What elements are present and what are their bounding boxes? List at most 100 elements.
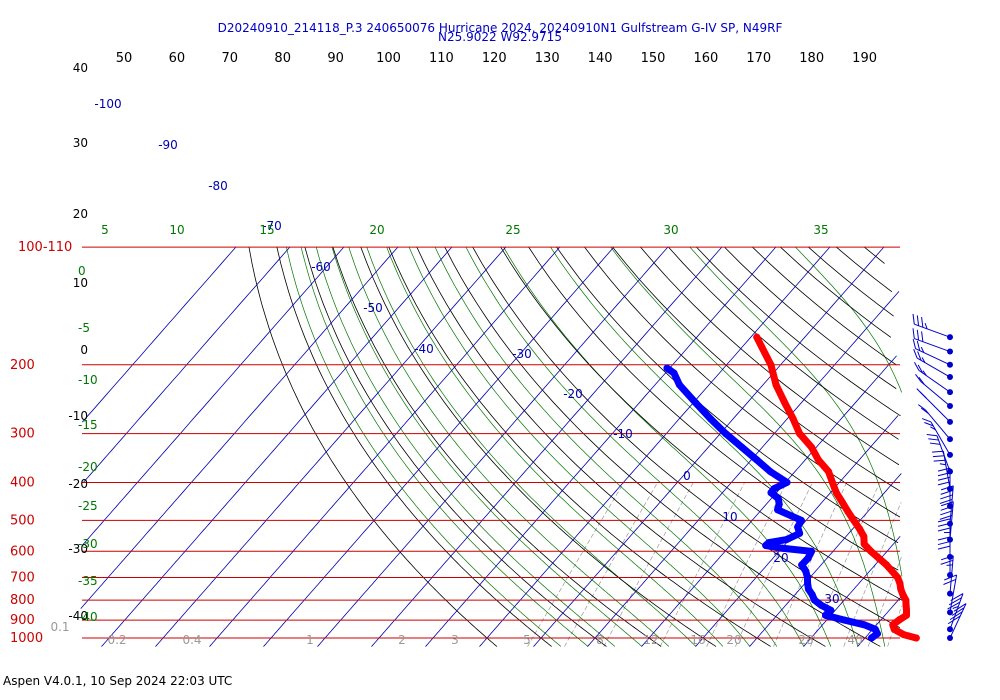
wind-barb [943, 574, 958, 616]
dewpoint-profile-point [796, 529, 804, 537]
isotherm-line [857, 595, 903, 647]
wind-barb-flag [937, 481, 951, 486]
moist-axis-label: -10 [78, 373, 98, 387]
temperature-profile-point [902, 606, 910, 614]
wind-barb-shaft [949, 593, 964, 630]
mixing-ratio-label: 1 [306, 633, 314, 647]
wind-barb-flag [940, 559, 954, 565]
top-axis-label: 80 [274, 51, 291, 66]
isotherm-label: -80 [208, 179, 228, 193]
isotherms [80, 246, 903, 647]
moist-adiabat-line [610, 246, 886, 647]
mixing-ratio-label: 12 [643, 633, 658, 647]
dewpoint-profile-point [707, 415, 715, 423]
pressure-label: 1000 [10, 631, 43, 646]
wind-barb-flag [937, 541, 951, 546]
wind-barb-flag [939, 514, 953, 520]
left-axis-label: 40 [73, 61, 88, 75]
pressure-label: 300 [10, 427, 35, 442]
dry-adiabat-line [500, 246, 903, 601]
moist-adiabat-line [315, 246, 616, 647]
dry-adiabat-line [304, 246, 607, 647]
dry-adiabat-line [668, 246, 899, 440]
mixing-ratio-line [603, 482, 694, 647]
isotherm-line [155, 246, 507, 647]
left-axis-label: 30 [73, 136, 88, 150]
isotherm-line [80, 246, 399, 609]
wind-barb [918, 404, 953, 443]
pressure-label: 500 [10, 513, 35, 528]
pressure-label: 900 [10, 613, 35, 628]
mixing-ratio-line [735, 482, 813, 647]
temperature-profile-point [894, 573, 902, 581]
top-axis-label: 170 [746, 51, 771, 66]
temperature-profile-point [867, 547, 875, 555]
dewpoint-profile-point [804, 554, 812, 562]
top-axis-label: 140 [588, 51, 613, 66]
top-axis-label: 50 [116, 51, 133, 66]
top-axis-label: 60 [169, 51, 186, 66]
top-axis-label: 110 [429, 51, 454, 66]
wind-barb-flag [940, 489, 954, 495]
top-axis-label: 130 [535, 51, 560, 66]
wind-barb-flag [932, 455, 945, 458]
dewpoint-profile-point [827, 606, 835, 614]
chart-subtitle: N25.9022 W92.9715 [438, 30, 562, 44]
wind-barb-shaft [930, 421, 951, 456]
wind-barb-flag [921, 331, 924, 342]
wind-barb-flag [940, 505, 954, 511]
dry-adiabat-line [248, 246, 498, 647]
wind-barb-half-flag [946, 564, 953, 566]
dewpoint-profile-point [675, 381, 683, 389]
temperature-profile-point [912, 634, 920, 642]
wind-barb-shaft [949, 574, 958, 613]
moist-adiabat-line [300, 246, 589, 647]
wind-barb-flag [940, 501, 954, 507]
moist-axis-label: -35 [78, 574, 98, 588]
wind-barb-flag [917, 351, 922, 361]
isotherm-line [81, 246, 345, 546]
dewpoint-profile-point [808, 591, 816, 599]
temperature-profile-point [902, 601, 910, 609]
wind-barb-flag [929, 442, 941, 445]
isotherm-line [83, 246, 291, 483]
dry-adiabat-line [332, 246, 662, 647]
moist-adiabat-line [434, 246, 778, 647]
wind-barb [916, 388, 953, 425]
left-axis-label: 0 [80, 343, 88, 357]
footer-text: Aspen V4.0.1, 10 Sep 2024 22:03 UTC [3, 674, 233, 688]
dewpoint-profile-point [794, 523, 802, 531]
dewpoint-profile-point [774, 506, 782, 514]
dewpoint-profile-point [807, 547, 815, 555]
temperature-profile-point [895, 616, 903, 624]
dewpoint-profile-point [783, 536, 791, 544]
moist-axis-label: -40 [78, 610, 98, 624]
pressure-label: 400 [10, 475, 35, 490]
wind-barb-half-flag [939, 463, 946, 466]
dewpoint-profile-point [738, 443, 746, 451]
top-axis-label: 180 [799, 51, 824, 66]
wind-barb-shaft [915, 348, 951, 366]
left-axis-label: -40 [68, 609, 88, 623]
wind-barb-flag [951, 607, 965, 616]
left-axis-label: -10 [68, 409, 88, 423]
temperature-profile-point [900, 631, 908, 639]
wind-barb-shaft [922, 394, 951, 423]
dewpoint-profile-point [867, 634, 875, 642]
isotherm-line [371, 246, 723, 647]
wind-barb-flag [924, 422, 934, 427]
dewpoint-profile-point [770, 485, 778, 493]
temperature-profile-point [850, 516, 858, 524]
dry-adiabat-line [584, 246, 900, 518]
dry-adiabat-line [416, 246, 826, 647]
isotherm-line [641, 355, 897, 647]
moist-adiabat-line [286, 246, 562, 647]
wind-barb-shaft [918, 369, 951, 393]
dry-adiabat-line [724, 246, 897, 389]
isotherm-label: -50 [363, 301, 383, 315]
wind-barb [939, 485, 954, 527]
temperature-profile-point [902, 611, 910, 619]
temperature-profile-point [814, 456, 822, 464]
wind-barb-half-flag [920, 346, 925, 353]
